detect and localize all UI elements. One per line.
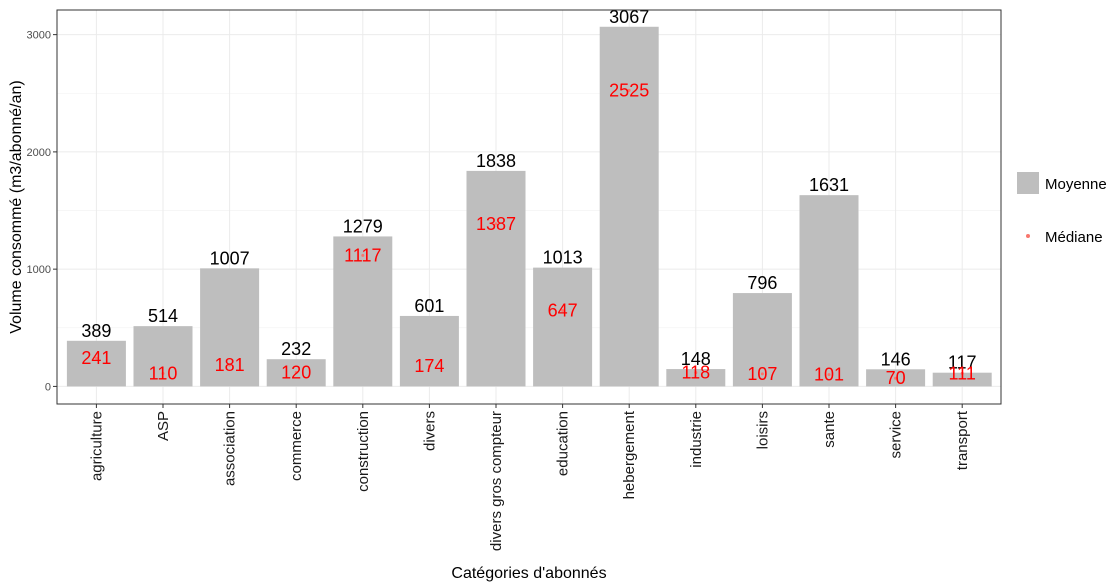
bar-divers-gros-compteur — [466, 170, 526, 387]
x-tick-label: divers — [421, 411, 438, 451]
median-value-labels: 241 110 181 120 1117 174 1387 647 2525 118 107 101 7… — [81, 80, 976, 388]
plot-panel — [57, 10, 1001, 404]
bar-transport — [932, 372, 992, 387]
median-point — [894, 376, 898, 380]
median-label: 120 — [281, 362, 311, 382]
x-tick-label: commerce — [288, 411, 305, 481]
median-point — [827, 373, 831, 377]
x-tick-label: divers gros compteur — [488, 411, 505, 551]
x-tick-label: construction — [355, 411, 372, 492]
median-point — [361, 253, 365, 257]
median-points — [94, 88, 964, 380]
median-point — [228, 363, 232, 367]
median-label: 2525 — [609, 80, 649, 100]
bar-asp — [133, 326, 193, 387]
median-label: 110 — [149, 364, 178, 384]
legend-key-mediane — [1026, 234, 1030, 238]
x-tick-label: service — [888, 411, 905, 459]
y-tick-label: 3000 — [27, 30, 51, 42]
y-tick-label: 0 — [45, 381, 51, 393]
y-tick-label: 2000 — [27, 147, 51, 159]
y-axis-title: Volume consommé (m3/abonné/an) — [8, 80, 25, 333]
x-axis-title: Catégories d'abonnés — [451, 565, 606, 582]
mean-bars — [66, 26, 992, 387]
median-label: 70 — [886, 368, 906, 388]
mean-label: 1013 — [543, 248, 583, 268]
median-label: 118 — [681, 363, 710, 383]
legend-label-mediane: Médiane — [1045, 229, 1103, 246]
median-point — [760, 372, 764, 376]
bar-association — [200, 268, 260, 387]
median-label: 241 — [81, 348, 111, 368]
median-point — [161, 372, 165, 376]
median-label: 647 — [548, 301, 578, 321]
mean-label: 1631 — [809, 175, 849, 195]
median-label: 1387 — [476, 214, 516, 234]
x-axis: agriculture ASP association commerce constru… — [88, 404, 971, 551]
median-point — [294, 370, 298, 374]
x-tick-label: sante — [821, 411, 838, 448]
mean-label: 148 — [681, 349, 711, 369]
mean-label: 117 — [948, 353, 977, 373]
y-axis: 0 1000 2000 3000 — [27, 30, 57, 393]
median-label: 111 — [949, 363, 976, 383]
median-label: 181 — [215, 355, 245, 375]
bar-industrie — [666, 369, 726, 387]
bar-loisirs — [732, 293, 792, 387]
median-point — [94, 356, 98, 360]
mean-label: 232 — [281, 339, 311, 359]
mean-label: 1838 — [476, 151, 516, 171]
median-label: 107 — [747, 364, 777, 384]
mean-label: 1279 — [343, 216, 383, 236]
legend-key-moyenne — [1017, 172, 1039, 194]
median-label: 101 — [814, 365, 844, 385]
x-tick-label: education — [555, 411, 572, 476]
mean-label: 389 — [81, 321, 111, 341]
bar-education — [533, 267, 593, 387]
median-point — [427, 364, 431, 368]
bar-agriculture — [66, 340, 126, 387]
mean-label: 601 — [414, 296, 444, 316]
mean-label: 796 — [747, 273, 777, 293]
legend: Moyenne Médiane — [1017, 172, 1107, 246]
mean-label: 1007 — [210, 248, 250, 268]
plot-border — [56, 9, 1002, 405]
median-point — [694, 371, 698, 375]
median-point — [561, 309, 565, 313]
x-tick-label: agriculture — [88, 411, 105, 481]
median-point — [960, 371, 964, 375]
median-label: 174 — [414, 356, 444, 376]
mean-label: 3067 — [609, 7, 649, 27]
x-tick-label: hebergement — [621, 410, 638, 499]
x-tick-label: loisirs — [754, 411, 771, 449]
mean-label: 514 — [148, 306, 178, 326]
bar-construction — [333, 236, 393, 387]
x-tick-label: industrie — [688, 411, 705, 468]
bar-sante — [799, 195, 859, 387]
bar-hebergement — [599, 26, 659, 387]
legend-label-moyenne: Moyenne — [1045, 176, 1107, 193]
x-tick-label: association — [222, 411, 239, 486]
median-point — [494, 222, 498, 226]
mean-label: 146 — [881, 349, 911, 369]
y-tick-label: 1000 — [27, 264, 51, 276]
x-tick-label: ASP — [155, 411, 172, 441]
x-tick-label: transport — [954, 410, 971, 470]
bar-divers — [399, 315, 459, 387]
median-label: 1117 — [344, 245, 381, 265]
median-point — [627, 88, 631, 92]
mean-value-labels: 389 514 1007 232 1279 601 1838 1013 3067 148 796 16… — [81, 7, 976, 373]
